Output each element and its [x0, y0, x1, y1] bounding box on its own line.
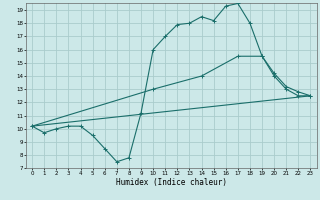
- X-axis label: Humidex (Indice chaleur): Humidex (Indice chaleur): [116, 178, 227, 187]
